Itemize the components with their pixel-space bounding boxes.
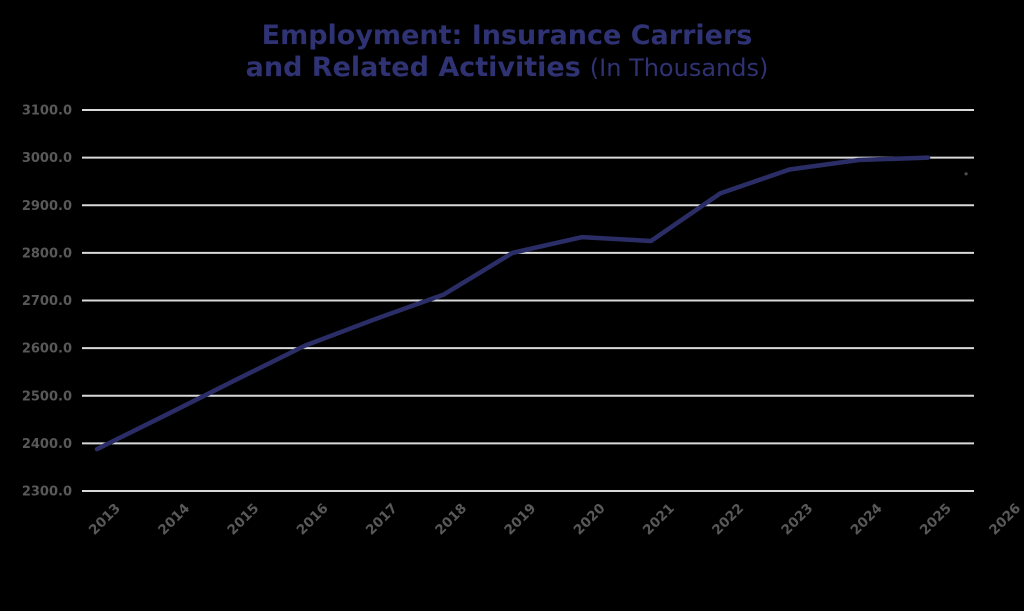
svg-text:2024: 2024 (848, 501, 886, 539)
x-tick-label: 2017 (363, 501, 401, 539)
svg-text:2018: 2018 (432, 501, 470, 539)
y-tick-label: 2300.0 (22, 485, 72, 500)
svg-text:2025: 2025 (917, 501, 955, 539)
y-tick-label: 2700.0 (22, 294, 72, 309)
chart-title-line2: and Related Activities (In Thousands) (0, 52, 1014, 84)
chart-title-line1: Employment: Insurance Carriers (261, 20, 753, 51)
svg-text:2014: 2014 (155, 501, 193, 539)
chart-title: Employment: Insurance Carriers and Relat… (0, 20, 1014, 84)
x-axis-labels-group: 2013 2014 2015 2016 2017 2018 2019 2020 2021 2022… (86, 501, 1024, 539)
x-tick-label: 2025 (917, 501, 955, 539)
x-tick-label: 2019 (501, 501, 539, 539)
y-axis-labels-group: 3100.0 3000.0 2900.0 2800.0 2700.0 2600.0 2500… (22, 104, 72, 500)
x-tick-label: 2016 (294, 501, 332, 539)
svg-text:2023: 2023 (778, 501, 816, 539)
chart-title-units-label: (In Thousands) (589, 53, 769, 82)
gridlines-group (82, 109, 974, 492)
y-tick-label: 2500.0 (22, 389, 72, 404)
x-tick-label: 2014 (155, 501, 193, 539)
x-tick-label: 2026 (986, 501, 1024, 539)
y-tick-label: 3000.0 (22, 151, 72, 166)
svg-text:2026: 2026 (986, 501, 1024, 539)
y-tick-label: 3100.0 (22, 104, 72, 119)
x-tick-label: 2022 (709, 501, 747, 539)
data-series-group (94, 155, 968, 452)
x-tick-label: 2023 (778, 501, 816, 539)
svg-text:2017: 2017 (363, 501, 401, 539)
employment-trend-line (94, 155, 931, 452)
chart-title-line2-bold: and Related Activities (245, 51, 581, 83)
y-tick-label: 2600.0 (22, 342, 72, 357)
x-tick-label: 2020 (571, 501, 609, 539)
svg-text:2022: 2022 (709, 501, 747, 539)
y-tick-label: 2400.0 (22, 437, 72, 452)
faint-stray-dot (964, 172, 968, 176)
x-tick-label: 2021 (640, 501, 678, 539)
x-tick-label: 2013 (86, 501, 124, 539)
y-tick-label: 2800.0 (22, 246, 72, 261)
x-tick-label: 2024 (848, 501, 886, 539)
x-tick-label: 2018 (432, 501, 470, 539)
svg-text:2013: 2013 (86, 501, 124, 539)
y-tick-label: 2900.0 (22, 199, 72, 214)
svg-text:2015: 2015 (224, 501, 262, 539)
svg-text:2016: 2016 (294, 501, 332, 539)
x-tick-label: 2015 (224, 501, 262, 539)
svg-text:2021: 2021 (640, 501, 678, 539)
svg-text:2019: 2019 (501, 501, 539, 539)
svg-text:2020: 2020 (571, 501, 609, 539)
